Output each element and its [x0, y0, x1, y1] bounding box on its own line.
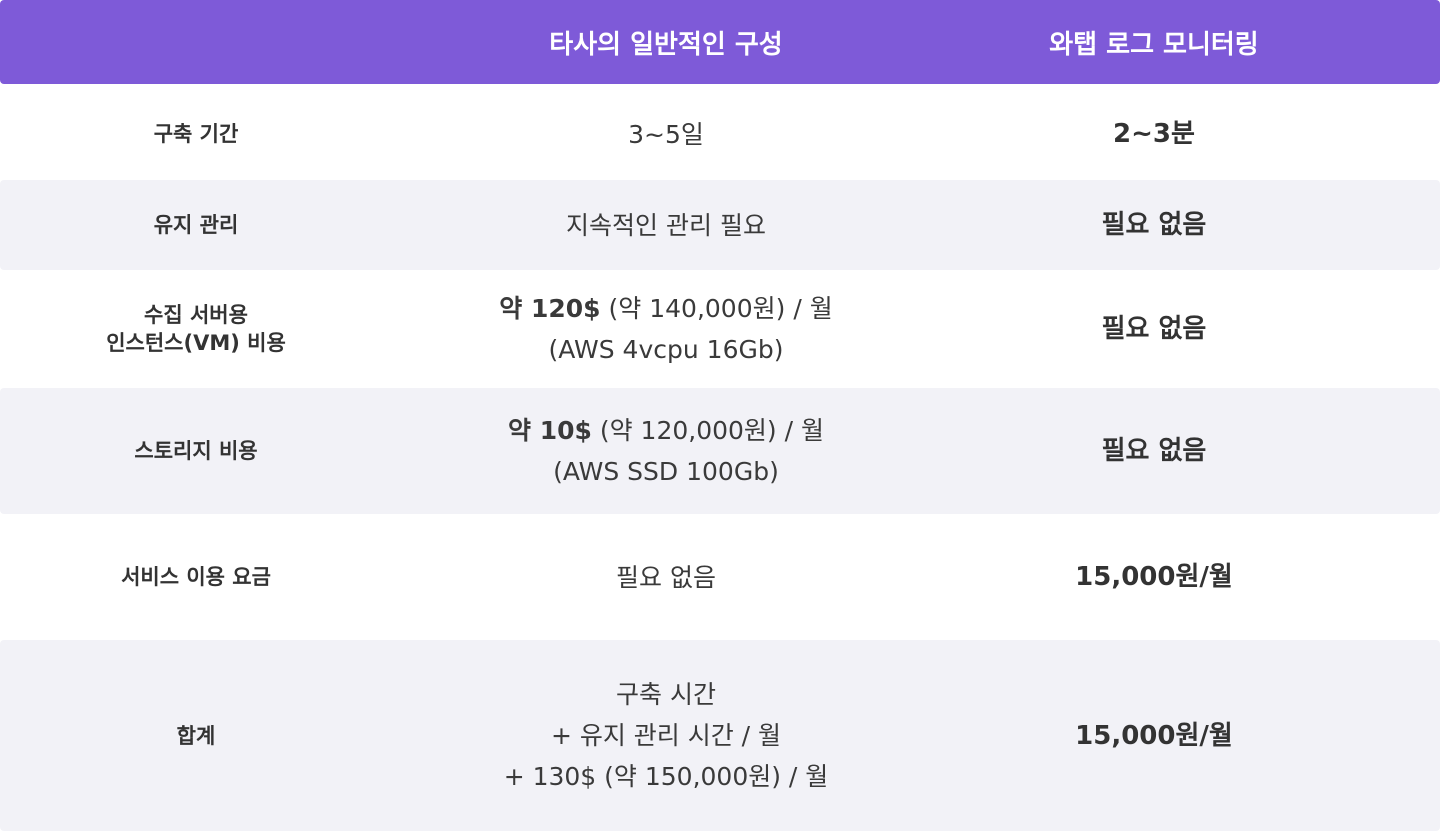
other-value-line: 3~5일	[628, 119, 704, 149]
row-label-line: 인스턴스(VM) 비용	[106, 331, 286, 355]
row-label-line: 스토리지 비용	[134, 439, 258, 463]
row-label: 유지 관리	[0, 180, 392, 270]
row-label: 합계	[0, 640, 392, 831]
other-value-line: 약 10$ (약 120,000원) / 월	[508, 416, 824, 445]
table-row-build-period: 구축 기간 3~5일 2~3분	[0, 88, 1440, 180]
row-label-line: 서비스 이용 요금	[121, 565, 271, 589]
table-header: 타사의 일반적인 구성 와탭 로그 모니터링	[0, 0, 1440, 84]
row-label-line: 합계	[176, 723, 216, 748]
table-row-storage-cost: 스토리지 비용 약 10$ (약 120,000원) / 월 (AWS SSD …	[0, 388, 1440, 514]
other-value-line: 필요 없음	[616, 562, 716, 592]
table-row-collector-vm-cost: 수집 서버용 인스턴스(VM) 비용 약 120$ (약 140,000원) /…	[0, 270, 1440, 388]
row-label: 서비스 이용 요금	[0, 514, 392, 640]
other-value-line: + 유지 관리 시간 / 월	[550, 721, 782, 750]
row-label-line: 구축 기간	[153, 122, 239, 146]
other-value-line: 지속적인 관리 필요	[566, 210, 766, 240]
other-value-line: + 130$ (약 150,000원) / 월	[503, 762, 829, 791]
other-value-line: (AWS 4vcpu 16Gb)	[548, 335, 784, 364]
whatap-value: 2~3분	[1113, 119, 1195, 149]
table-row-service-fee: 서비스 이용 요금 필요 없음 15,000원/월	[0, 514, 1440, 640]
other-vendor-value: 필요 없음	[392, 514, 940, 640]
whatap-value: 15,000원/월	[1075, 562, 1233, 592]
row-label-line: 수집 서버용	[144, 303, 248, 327]
row-label: 구축 기간	[0, 88, 392, 180]
other-vendor-value: 구축 시간 + 유지 관리 시간 / 월 + 130$ (약 150,000원)…	[392, 640, 940, 831]
table-row-maintenance: 유지 관리 지속적인 관리 필요 필요 없음	[0, 180, 1440, 270]
other-vendor-value: 3~5일	[392, 88, 940, 180]
other-value-line: 약 120$ (약 140,000원) / 월	[499, 294, 833, 323]
other-value-line: 구축 시간	[616, 680, 716, 709]
row-label: 수집 서버용 인스턴스(VM) 비용	[0, 270, 392, 388]
whatap-value: 필요 없음	[1101, 210, 1207, 240]
row-label: 스토리지 비용	[0, 388, 392, 514]
other-vendor-value: 약 120$ (약 140,000원) / 월 (AWS 4vcpu 16Gb)	[392, 270, 940, 388]
other-vendor-value: 지속적인 관리 필요	[392, 180, 940, 270]
row-label-line: 유지 관리	[153, 213, 239, 237]
other-value-line: (AWS SSD 100Gb)	[553, 457, 779, 486]
header-other-vendors: 타사의 일반적인 구성	[549, 29, 783, 60]
table-row-total: 합계 구축 시간 + 유지 관리 시간 / 월 + 130$ (약 150,00…	[0, 640, 1440, 831]
other-vendor-value: 약 10$ (약 120,000원) / 월 (AWS SSD 100Gb)	[392, 388, 940, 514]
header-label-column	[0, 0, 392, 84]
whatap-value: 필요 없음	[1101, 314, 1207, 344]
header-whatap-log-monitoring: 와탭 로그 모니터링	[1049, 29, 1259, 60]
whatap-value: 필요 없음	[1101, 436, 1207, 466]
whatap-value: 15,000원/월	[1075, 720, 1233, 751]
